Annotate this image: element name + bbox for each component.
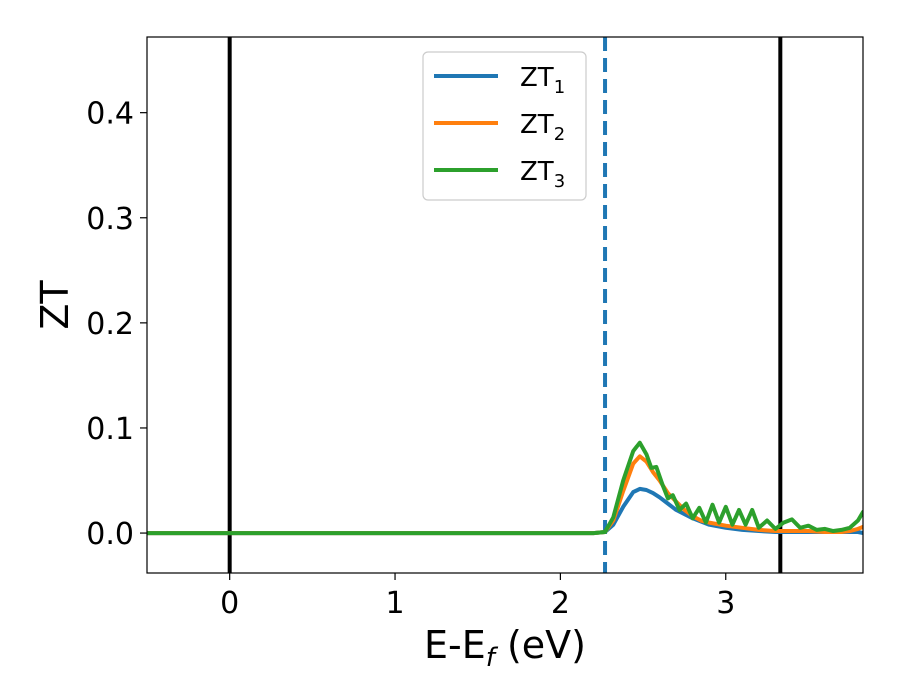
legend-label-3: ZT3 bbox=[520, 157, 565, 192]
plot-frame bbox=[146, 36, 864, 574]
plot-area bbox=[146, 36, 864, 574]
x-tick-label: 3 bbox=[716, 586, 735, 621]
legend-box bbox=[422, 51, 587, 201]
legend-label-1: ZT1 bbox=[520, 63, 565, 98]
legend: ZT1 ZT2 ZT3 bbox=[422, 51, 587, 201]
y-axis-label: ZT bbox=[33, 280, 77, 330]
x-tick-label: 0 bbox=[220, 586, 239, 621]
y-tick-label: 0.3 bbox=[86, 202, 134, 237]
series-line-1 bbox=[147, 486, 863, 536]
y-axis-ticks: 0.0 0.1 0.2 0.3 0.4 bbox=[86, 97, 147, 552]
y-tick-label: 0.2 bbox=[86, 307, 134, 342]
x-axis-ticks: 0 1 2 3 bbox=[220, 573, 735, 621]
y-tick-label: 0.1 bbox=[86, 412, 134, 447]
legend-label-2: ZT2 bbox=[520, 110, 565, 145]
y-tick-label: 0.0 bbox=[86, 517, 134, 552]
x-tick-label: 2 bbox=[551, 586, 570, 621]
series-line-3 bbox=[147, 440, 863, 536]
x-axis-label: E-Ef (eV) bbox=[424, 623, 586, 673]
x-tick-label: 1 bbox=[385, 586, 404, 621]
y-tick-label: 0.4 bbox=[86, 97, 134, 132]
